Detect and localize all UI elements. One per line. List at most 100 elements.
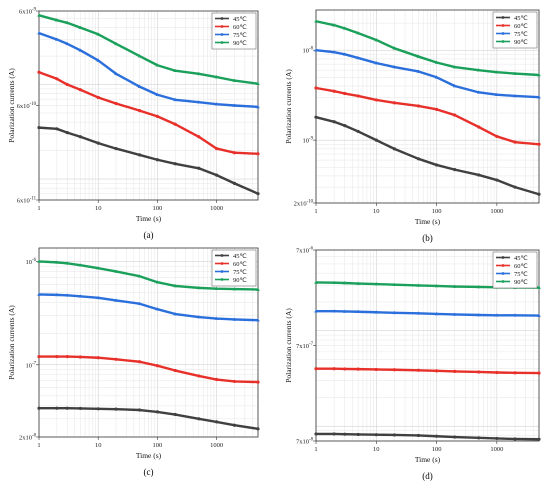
data-point — [392, 65, 397, 69]
data-point — [314, 432, 318, 436]
legend-label: 45℃ — [233, 253, 248, 260]
x-tick-label: 100 — [432, 446, 442, 453]
data-point — [416, 104, 421, 108]
data-point — [495, 370, 499, 375]
data-point — [155, 92, 160, 97]
series-2 — [37, 355, 260, 384]
data-point — [392, 433, 397, 437]
data-point — [476, 284, 481, 289]
data-point — [173, 312, 178, 316]
x-tick-label: 10 — [373, 446, 380, 453]
legend-marker — [501, 16, 505, 19]
data-point — [434, 369, 439, 373]
data-point — [392, 368, 397, 372]
x-tick-label: 1 — [314, 208, 317, 215]
data-point — [314, 115, 318, 119]
legend-marker — [220, 270, 224, 273]
data-point — [314, 48, 318, 52]
x-tick-label: 1 — [37, 205, 40, 212]
legend-label: 60℃ — [233, 261, 248, 268]
data-point — [173, 162, 177, 166]
data-point — [332, 23, 336, 27]
legend-label: 75℃ — [233, 32, 248, 39]
data-point — [155, 364, 160, 368]
data-point — [332, 367, 336, 371]
data-point — [416, 283, 421, 287]
legend: 45℃60℃75℃90℃ — [211, 12, 257, 50]
series-line — [38, 126, 259, 195]
data-point — [114, 71, 118, 76]
data-point — [495, 436, 499, 441]
data-point — [392, 101, 397, 105]
data-point — [452, 312, 457, 316]
data-point — [434, 107, 439, 111]
y-tick-label: 6x10-11 — [17, 197, 37, 205]
data-point — [476, 90, 481, 94]
x-axis-label: Time (s) — [136, 451, 162, 460]
legend-marker — [501, 32, 505, 35]
data-point — [65, 41, 70, 46]
data-point — [537, 73, 541, 77]
data-point — [65, 406, 69, 410]
legend-marker — [501, 24, 505, 27]
series-1 — [314, 115, 541, 196]
data-point — [55, 127, 59, 131]
data-point — [55, 292, 59, 297]
data-point — [513, 71, 517, 75]
data-point — [65, 20, 70, 25]
data-point — [155, 307, 160, 311]
data-point — [453, 113, 457, 117]
data-point — [197, 374, 201, 378]
data-point — [513, 371, 517, 375]
data-point — [37, 406, 41, 410]
legend-label: 90℃ — [514, 279, 529, 286]
data-point — [452, 284, 457, 288]
chart-panel-4: 1 10 100 1000 7x10-6 7x10-7 7x10-8 Time (s) Pola… — [284, 247, 541, 481]
data-point — [96, 266, 101, 270]
data-point — [434, 60, 439, 64]
legend: 45℃60℃75℃90℃ — [492, 251, 538, 289]
data-point — [215, 420, 219, 424]
data-point — [214, 286, 219, 291]
data-point — [495, 70, 499, 74]
data-point — [37, 126, 41, 130]
y-tick-label: 10-8 — [303, 47, 314, 55]
data-point — [314, 19, 318, 23]
y-tick-label: 6x10-9 — [19, 8, 37, 16]
data-point — [452, 65, 457, 69]
y-tick-label: 7x10-7 — [296, 342, 314, 350]
legend: 45℃60℃75℃90℃ — [492, 11, 538, 49]
legend-label: 90℃ — [233, 277, 248, 284]
legend-marker — [220, 17, 224, 20]
data-point — [55, 18, 59, 22]
data-point — [65, 261, 70, 265]
data-point — [342, 280, 347, 285]
data-point — [214, 75, 219, 79]
data-point — [78, 25, 83, 29]
data-point — [434, 75, 439, 79]
data-point — [342, 26, 347, 30]
data-point — [96, 141, 100, 145]
series-3 — [37, 292, 260, 322]
series-line — [39, 407, 259, 431]
data-point — [114, 41, 118, 46]
y-tick-label: 7x10-8 — [296, 438, 314, 446]
data-point — [513, 185, 517, 189]
data-point — [513, 140, 517, 144]
data-point — [173, 412, 177, 417]
data-point — [537, 285, 541, 289]
data-point — [114, 298, 118, 302]
x-axis-label: Time (s) — [136, 214, 162, 223]
legend-marker — [501, 256, 505, 259]
legend-marker — [220, 254, 224, 257]
data-point — [374, 61, 379, 65]
data-point — [374, 98, 378, 102]
data-point — [476, 68, 481, 72]
series-3 — [314, 309, 541, 317]
y-axis-label: Polarization currents (A) — [7, 305, 16, 380]
series-line — [38, 293, 259, 322]
series-3 — [37, 31, 260, 109]
data-point — [495, 178, 499, 182]
data-point — [215, 173, 219, 177]
